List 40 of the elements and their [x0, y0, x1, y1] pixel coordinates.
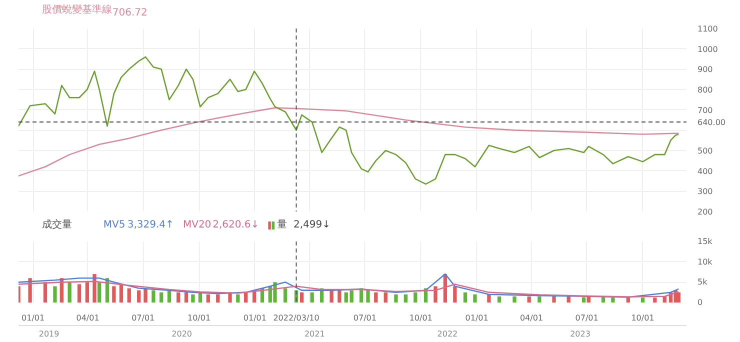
x-tick-label: 01/01 — [243, 314, 266, 322]
legend-label: 量 — [277, 220, 288, 230]
x2-tick-label: 2021 — [304, 330, 325, 338]
x2-tick-label: 2023 — [570, 330, 590, 338]
x-tick-label: 01/01 — [22, 314, 45, 322]
text: 706.72 — [112, 8, 148, 18]
y-tick-label: 800 — [698, 86, 713, 94]
y-tick-label: 200 — [698, 208, 713, 216]
y-tick-label: 10k — [698, 257, 713, 266]
y-tick-label: 1000 — [698, 44, 718, 54]
y-tick-label: 400 — [698, 166, 713, 176]
x-tick-label: 07/01 — [575, 314, 598, 322]
y-tick-label: 900 — [698, 65, 713, 74]
x2-tick-label: 2022 — [437, 330, 458, 338]
x2-tick-label: 2019 — [38, 330, 60, 338]
y-tick-label: 500 — [698, 146, 713, 156]
y-tick-label: 0 — [698, 298, 703, 307]
x-tick-label: 04/01 — [76, 314, 100, 322]
text: MV5 — [103, 220, 126, 230]
y-tick-label: 300 — [698, 187, 713, 196]
x-tick-label: 07/01 — [132, 314, 155, 322]
x-tick-label: 04/01 — [520, 314, 544, 322]
x2-tick-label: 2020 — [172, 330, 192, 338]
x-tick-label: 10/01 — [409, 314, 432, 322]
y-tick-label: 5k — [698, 278, 708, 287]
text: 股價蛻變基準線 — [42, 4, 112, 16]
text: 3,329.4↑ — [127, 220, 174, 230]
chart-title: 成交量 — [42, 218, 72, 230]
x-tick-label: 10/01 — [187, 314, 211, 322]
ref-line-label: 640.00 — [698, 118, 726, 128]
text: 2,620.6↓ — [212, 220, 260, 230]
x-tick-label: 01/01 — [465, 314, 488, 322]
y-tick-label: 1100 — [698, 24, 718, 34]
x-tick-label: 10/01 — [631, 314, 654, 322]
y-tick-label: 15k — [698, 237, 713, 246]
text: MV20 — [182, 220, 212, 230]
y-tick-label: 700 — [698, 106, 713, 115]
ref-line-label: 2022/03/10 — [273, 314, 320, 322]
text: 2,499↓ — [293, 220, 330, 230]
x-tick-label: 07/01 — [353, 314, 376, 322]
